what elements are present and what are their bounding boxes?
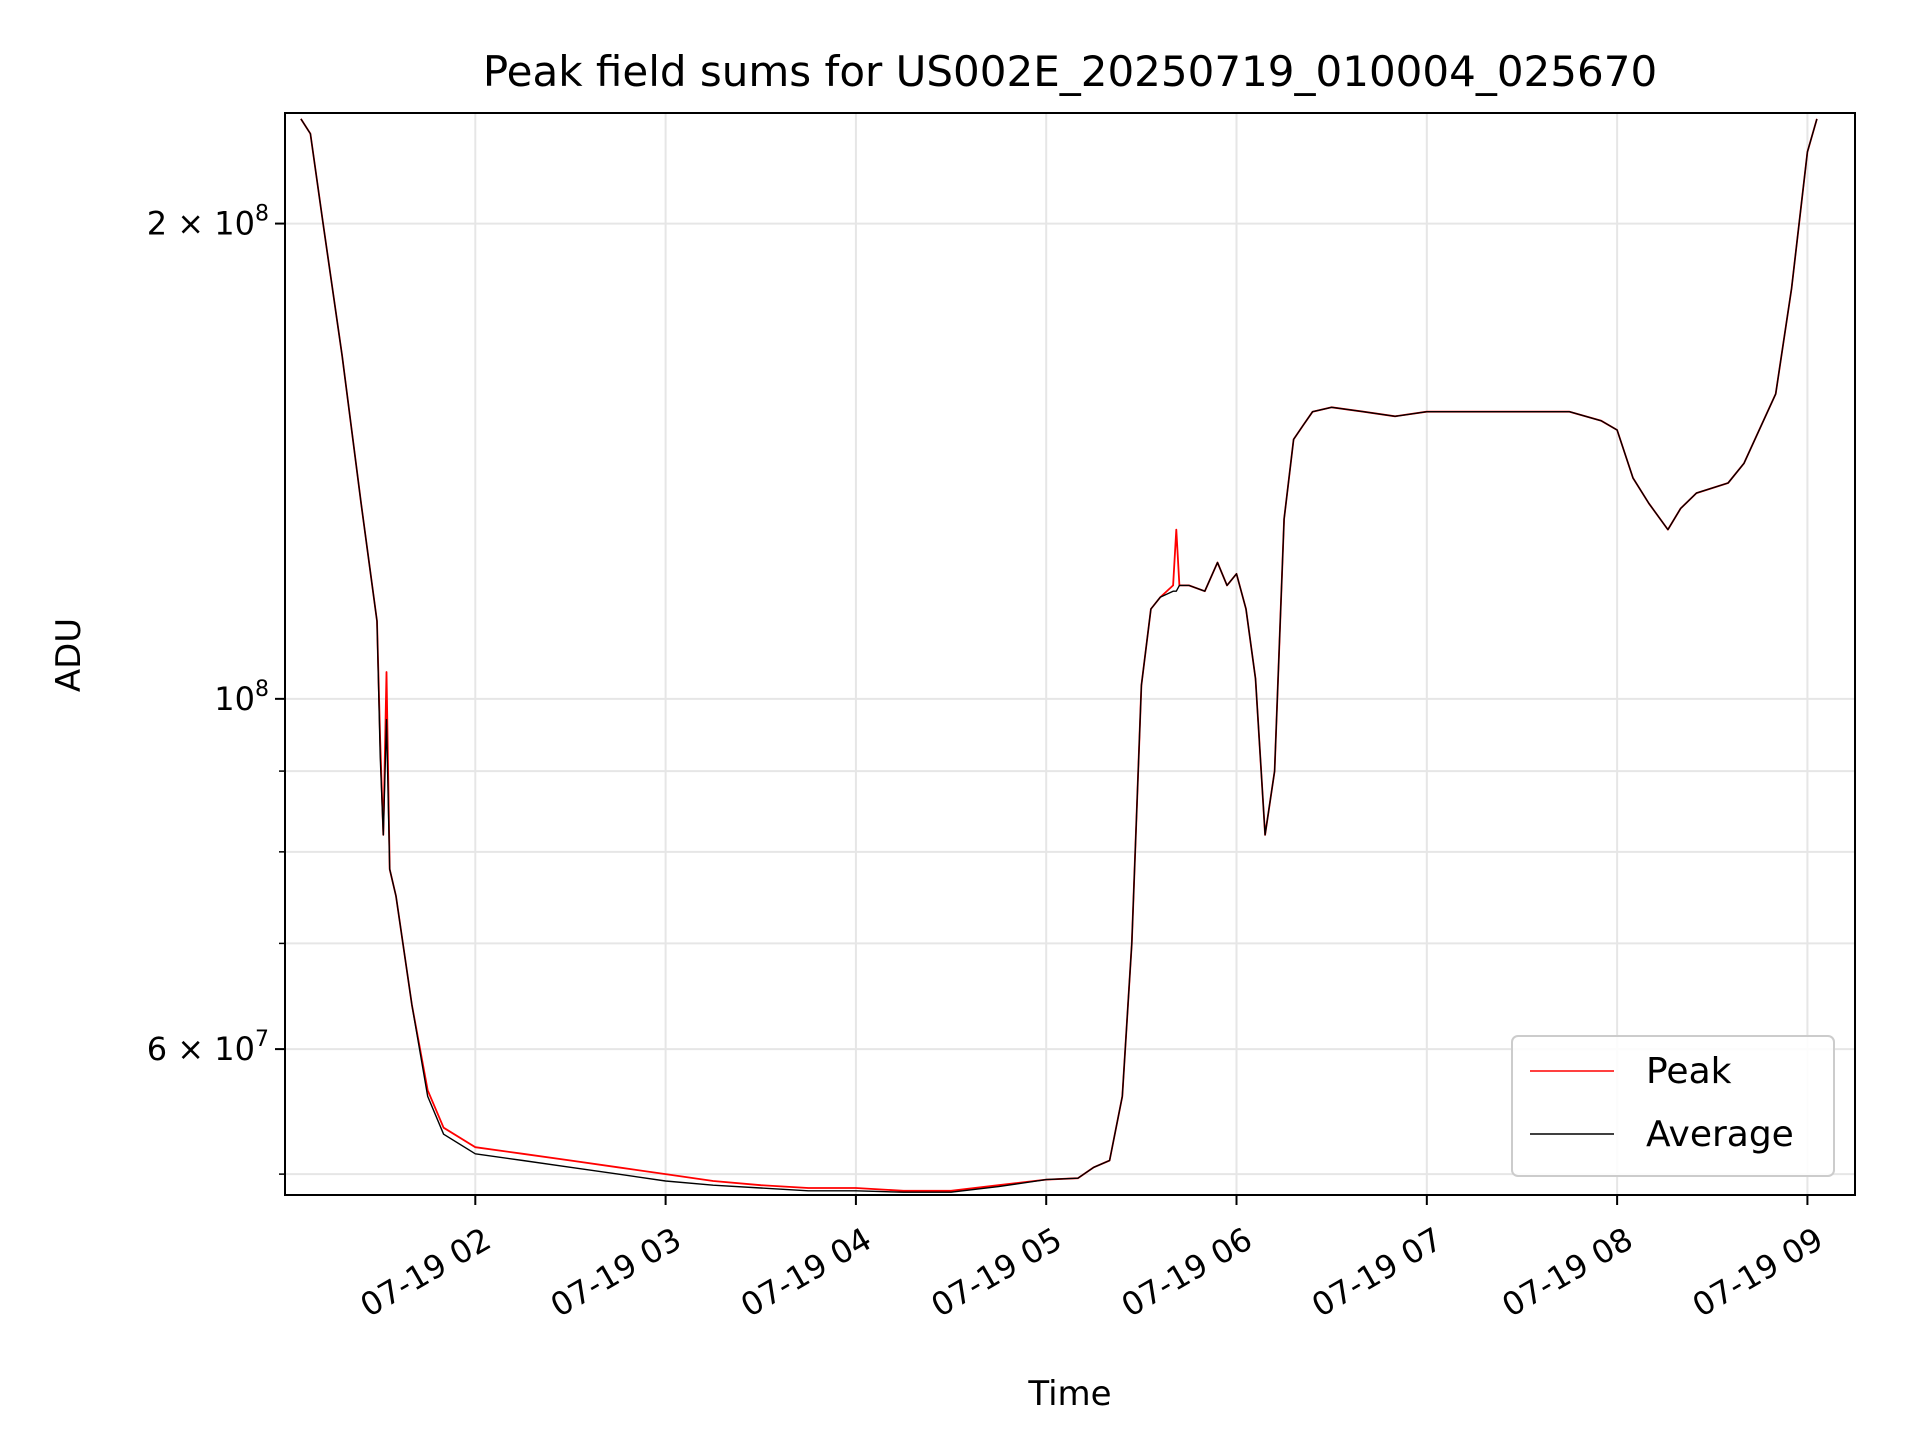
y-tick-label: 2 × 108 — [147, 202, 269, 243]
y-tick-label: 6 × 107 — [147, 1027, 269, 1068]
legend-average-label: Average — [1646, 1114, 1794, 1155]
plot-frame — [284, 112, 1856, 1196]
y-axis-label: ADU — [49, 618, 89, 692]
x-axis-label: Time — [1027, 1374, 1111, 1414]
legend: Peak Average — [1511, 1035, 1835, 1177]
series-layer — [300, 118, 1818, 1193]
series-line-average — [300, 118, 1818, 1193]
chart-title: Peak field sums for US002E_20250719_0100… — [483, 47, 1657, 96]
legend-peak-label: Peak — [1646, 1051, 1732, 1092]
grid — [285, 113, 1855, 1195]
